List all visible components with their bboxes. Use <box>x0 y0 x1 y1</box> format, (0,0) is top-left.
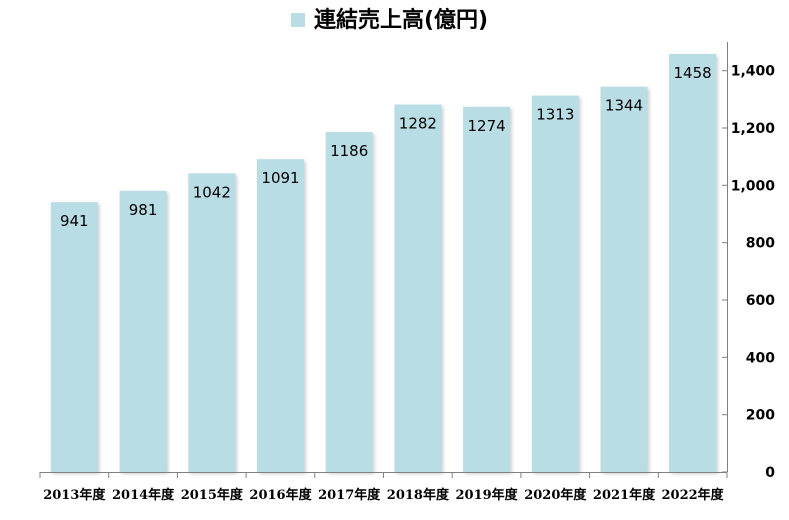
bar-data-label: 1042 <box>193 183 231 201</box>
y-axis: 0 200 400 600 800 1,000 1,200 1,400 <box>722 42 775 481</box>
bar-2022年度 <box>669 54 717 472</box>
legend-swatch <box>291 13 305 27</box>
x-tick-label: 2021年度 <box>593 487 656 503</box>
bar-data-labels: 941 981 1042 1091 1186 1282 1274 1313 1344 1458 <box>60 64 712 230</box>
y-tick-label: 1,000 <box>731 178 776 194</box>
x-axis: 2013年度 2014年度 2015年度 2016年度 2017年度 2018年度 2019… <box>39 472 728 503</box>
y-tick-label: 400 <box>746 350 775 366</box>
x-tick-label: 2013年度 <box>43 487 106 503</box>
x-tick-label: 2020年度 <box>524 487 587 503</box>
bar-data-label: 941 <box>60 212 89 230</box>
bar-data-label: 1282 <box>399 115 437 133</box>
bar-2013年度 <box>50 202 98 472</box>
bar-data-label: 981 <box>129 201 158 219</box>
x-tick-label: 2018年度 <box>387 487 450 503</box>
y-tick-label: 800 <box>746 236 775 252</box>
x-tick-label: 2016年度 <box>249 487 312 503</box>
x-tick-label: 2017年度 <box>318 487 381 503</box>
bar-data-label: 1344 <box>605 97 643 115</box>
bar-2020年度 <box>531 95 579 472</box>
bar-data-label: 1313 <box>536 106 574 124</box>
bar-2017年度 <box>325 132 373 472</box>
legend-label: 連結売上高(億円) <box>314 7 488 33</box>
bar-2019年度 <box>463 106 511 473</box>
x-tick-label: 2022年度 <box>662 487 725 503</box>
bar-2021年度 <box>600 86 648 472</box>
bar-data-label: 1458 <box>674 64 712 82</box>
y-tick-label: 200 <box>746 408 775 424</box>
bar-data-label: 1274 <box>468 117 506 135</box>
legend: 連結売上高(億円) <box>291 7 488 33</box>
x-tick-label: 2014年度 <box>112 487 175 503</box>
bar-data-label: 1091 <box>261 169 299 187</box>
bar-2016年度 <box>257 159 304 472</box>
bar-2018年度 <box>394 104 442 472</box>
y-tick-label: 600 <box>746 293 775 309</box>
y-tick-label: 1,400 <box>731 64 776 80</box>
bar-2014年度 <box>119 190 167 473</box>
x-tick-label: 2019年度 <box>456 487 519 503</box>
bar-2015年度 <box>188 173 236 473</box>
bars <box>50 54 717 473</box>
bar-data-label: 1186 <box>330 142 368 160</box>
y-tick-label: 1,200 <box>731 121 776 137</box>
x-tick-label: 2015年度 <box>181 487 244 503</box>
y-tick-label: 0 <box>765 465 775 481</box>
